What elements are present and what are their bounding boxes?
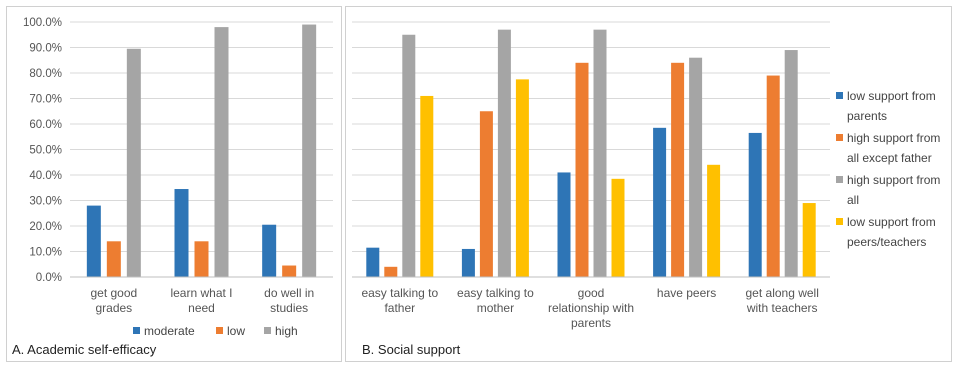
bar-b-high-support-from-all-except-father-0 xyxy=(384,266,398,277)
bar-b-low-support-from-peers-teachers-0 xyxy=(420,95,434,277)
bar-b-high-support-from-all-except-father-2 xyxy=(575,62,589,277)
bar-b-low-support-from-parents-0 xyxy=(366,247,380,277)
y-tick-label-a-4: 40.0% xyxy=(29,170,62,182)
bar-b-low-support-from-peers-teachers-3 xyxy=(707,164,721,277)
legend-label-a-moderate: moderate xyxy=(144,324,195,338)
x-tick-label-a-0-1: grades xyxy=(95,301,132,315)
bar-a-low-1 xyxy=(194,241,209,277)
bar-a-high-1 xyxy=(214,27,229,277)
bar-b-low-support-from-parents-1 xyxy=(461,248,475,277)
x-tick-label-b-0-1: father xyxy=(384,301,415,315)
legend-label-b-0: low support from parents xyxy=(847,89,936,123)
bar-b-high-support-from-all-4 xyxy=(784,50,798,277)
bar-b-high-support-from-all-except-father-4 xyxy=(766,75,780,277)
y-tick-label-a-3: 30.0% xyxy=(29,196,62,208)
bar-b-low-support-from-peers-teachers-4 xyxy=(802,203,816,277)
legend-label-a-low: low xyxy=(227,324,245,338)
chart-panel-academic-self-efficacy xyxy=(6,6,342,362)
chart-panel-social-support xyxy=(345,6,952,362)
y-tick-label-a-9: 90.0% xyxy=(29,43,62,55)
bar-b-high-support-from-all-except-father-1 xyxy=(479,111,493,277)
bar-a-high-0 xyxy=(126,48,141,278)
legend-swatch-b-1 xyxy=(836,134,843,141)
legend-label-a-high: high xyxy=(275,324,298,338)
y-tick-label-a-6: 60.0% xyxy=(29,119,62,131)
x-tick-label-b-4-1: with teachers xyxy=(746,301,818,315)
bar-a-moderate-0 xyxy=(86,205,101,277)
x-tick-label-a-1-1: need xyxy=(188,301,215,315)
legend-label-b-2: high support from all xyxy=(847,173,941,207)
x-tick-label-b-4-0: get along well xyxy=(746,286,819,300)
legend-swatch-a-high xyxy=(264,327,271,334)
bar-a-high-2 xyxy=(302,24,317,277)
x-tick-label-a-0-0: get good xyxy=(90,286,137,300)
x-tick-label-a-1-0: learn what I xyxy=(170,286,232,300)
y-tick-label-a-1: 10.0% xyxy=(29,247,62,259)
y-tick-label-a-10: 100.0% xyxy=(23,17,62,29)
caption-social-support: B. Social support xyxy=(362,342,461,357)
bar-a-moderate-1 xyxy=(174,189,189,277)
x-tick-label-b-1-0: easy talking to xyxy=(457,286,534,300)
x-tick-label-b-2-1: relationship with xyxy=(548,301,634,315)
x-tick-label-b-1-1: mother xyxy=(477,301,514,315)
x-tick-label-a-2-0: do well in xyxy=(264,286,314,300)
legend-swatch-a-low xyxy=(216,327,223,334)
bar-b-high-support-from-all-2 xyxy=(593,29,607,278)
y-tick-label-a-5: 50.0% xyxy=(29,145,62,157)
x-tick-label-b-2-2: parents xyxy=(571,316,611,330)
bar-b-low-support-from-parents-2 xyxy=(557,172,571,277)
legend-label-b-1: high support from all except father xyxy=(847,131,941,165)
y-tick-label-a-8: 80.0% xyxy=(29,68,62,80)
bar-b-low-support-from-parents-3 xyxy=(653,127,667,277)
x-tick-label-b-3-0: have peers xyxy=(657,286,716,300)
legend-label-b-3: low support from peers/teachers xyxy=(847,215,936,249)
x-tick-label-a-2-1: studies xyxy=(270,301,308,315)
y-tick-label-a-0: 0.0% xyxy=(36,272,62,284)
bar-b-high-support-from-all-3 xyxy=(689,57,703,278)
bar-a-low-0 xyxy=(106,241,121,277)
bar-b-high-support-from-all-except-father-3 xyxy=(671,62,685,277)
legend-swatch-a-moderate xyxy=(133,327,140,334)
y-tick-label-a-7: 70.0% xyxy=(29,94,62,106)
bar-a-low-2 xyxy=(282,265,297,277)
bar-b-low-support-from-peers-teachers-2 xyxy=(611,178,625,277)
bar-b-low-support-from-parents-4 xyxy=(748,132,762,277)
legend-swatch-b-0 xyxy=(836,92,843,99)
bar-a-moderate-2 xyxy=(262,224,277,277)
legend-swatch-b-2 xyxy=(836,176,843,183)
x-tick-label-b-0-0: easy talking to xyxy=(361,286,438,300)
bar-b-high-support-from-all-0 xyxy=(402,34,416,277)
legend-swatch-b-3 xyxy=(836,218,843,225)
bar-b-high-support-from-all-1 xyxy=(497,29,511,278)
x-tick-label-b-2-0: good xyxy=(578,286,605,300)
caption-academic-self-efficacy: A. Academic self-efficacy xyxy=(12,342,157,357)
bar-b-low-support-from-peers-teachers-1 xyxy=(515,79,529,277)
y-tick-label-a-2: 20.0% xyxy=(29,221,62,233)
